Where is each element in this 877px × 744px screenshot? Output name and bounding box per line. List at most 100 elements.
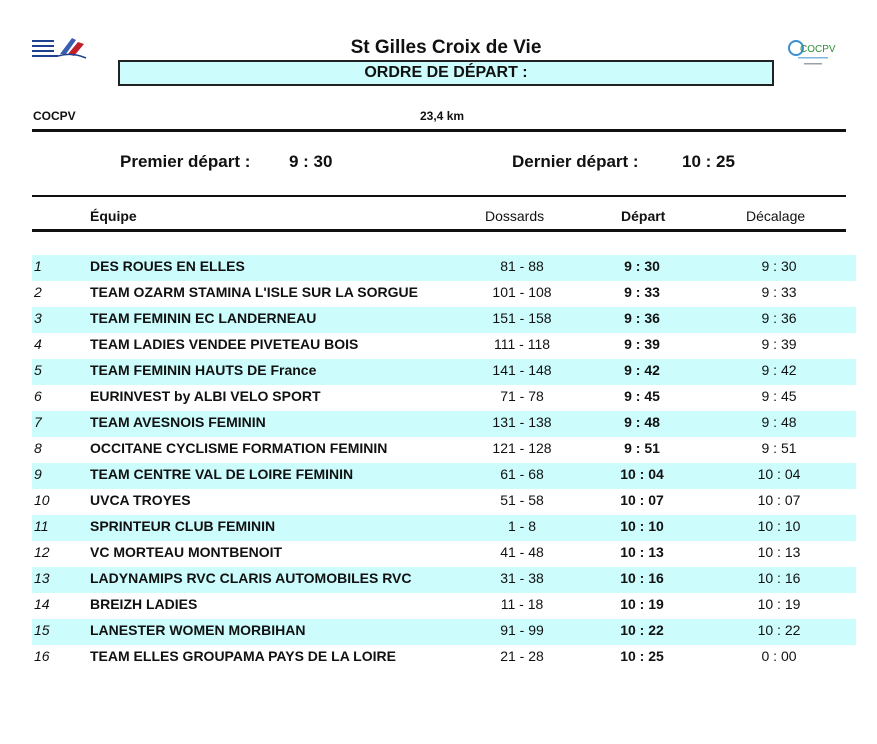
- row-number: 11: [34, 518, 49, 534]
- start-time: 10 : 13: [620, 544, 664, 560]
- row-number: 7: [34, 414, 42, 430]
- row-number: 14: [34, 596, 50, 612]
- time-offset: 9 : 39: [761, 336, 797, 352]
- start-time: 10 : 22: [620, 622, 664, 638]
- team-name: TEAM CENTRE VAL DE LOIRE FEMININ: [90, 466, 354, 482]
- row-number: 13: [34, 570, 50, 586]
- row-number: 9: [34, 466, 42, 482]
- time-offset: 10 : 10: [757, 518, 801, 534]
- start-time: 9 : 48: [624, 414, 660, 430]
- bib-range: 71 - 78: [500, 388, 544, 404]
- bib-range: 151 - 158: [492, 310, 552, 326]
- team-name: EURINVEST by ALBI VELO SPORT: [90, 388, 321, 404]
- start-time: 10 : 04: [620, 466, 664, 482]
- team-name: UVCA TROYES: [90, 492, 191, 508]
- time-offset: 9 : 45: [761, 388, 797, 404]
- bib-range: 21 - 28: [500, 648, 544, 664]
- last-start-label: Dernier départ :: [512, 152, 639, 171]
- table-row: 16 TEAM ELLES GROUPAMA PAYS DE LA LOIRE 21…: [32, 645, 856, 671]
- row-number: 3: [34, 310, 42, 326]
- table-row: 10 UVCA TROYES 51 - 58 10 : 07 10 : 07: [32, 489, 856, 515]
- distance: 23,4 km: [420, 109, 465, 123]
- bib-range: 1 - 8: [507, 518, 536, 534]
- team-name: LANESTER WOMEN MORBIHAN: [90, 622, 306, 638]
- start-time: 10 : 25: [620, 648, 664, 664]
- time-offset: 0 : 00: [761, 648, 797, 664]
- column-header-bibs: Dossards: [485, 208, 545, 224]
- organizer: COCPV: [33, 109, 76, 123]
- time-offset: 10 : 19: [757, 596, 801, 612]
- row-number: 6: [34, 388, 42, 404]
- column-header-start: Départ: [621, 208, 666, 224]
- start-time: 10 : 19: [620, 596, 664, 612]
- row-number: 16: [34, 648, 50, 664]
- team-name: VC MORTEAU MONTBENOIT: [90, 544, 283, 560]
- start-order-heading: ORDRE DE DÉPART :: [118, 60, 774, 86]
- divider: [32, 129, 846, 132]
- team-name: TEAM AVESNOIS FEMININ: [90, 414, 266, 430]
- bib-range: 51 - 58: [500, 492, 544, 508]
- page-title: St Gilles Croix de Vie: [350, 37, 542, 58]
- time-offset: 10 : 07: [757, 492, 801, 508]
- bib-range: 111 - 118: [493, 336, 551, 352]
- bib-range: 81 - 88: [500, 258, 544, 274]
- time-offset: 10 : 22: [757, 622, 801, 638]
- team-name: DES ROUES EN ELLES: [90, 258, 245, 274]
- start-time: 9 : 33: [624, 284, 660, 300]
- federation-logo: [30, 34, 88, 60]
- team-name: TEAM FEMININ EC LANDERNEAU: [90, 310, 317, 326]
- team-name: TEAM OZARM STAMINA L'ISLE SUR LA SORGUE: [90, 284, 418, 300]
- bib-range: 91 - 99: [500, 622, 544, 638]
- start-time: 9 : 39: [624, 336, 660, 352]
- table-row: 8 OCCITANE CYCLISME FORMATION FEMININ 121 …: [32, 437, 856, 463]
- first-start-time: 9 : 30: [289, 152, 333, 171]
- bib-range: 31 - 38: [500, 570, 544, 586]
- row-number: 12: [34, 544, 50, 560]
- time-offset: 9 : 33: [761, 284, 797, 300]
- bib-range: 61 - 68: [500, 466, 544, 482]
- divider: [32, 229, 846, 232]
- time-offset: 10 : 04: [757, 466, 801, 482]
- start-time: 9 : 45: [624, 388, 660, 404]
- table-row: 4 TEAM LADIES VENDEE PIVETEAU BOIS 111 - 1…: [32, 333, 856, 359]
- row-number: 2: [34, 284, 42, 300]
- table-row: 5 TEAM FEMININ HAUTS DE France 141 - 148 9 …: [32, 359, 856, 385]
- row-number: 5: [34, 362, 42, 378]
- team-name: TEAM FEMININ HAUTS DE France: [90, 362, 317, 378]
- table-row: 7 TEAM AVESNOIS FEMININ 131 - 138 9 : 48 9 :…: [32, 411, 856, 437]
- time-offset: 9 : 42: [761, 362, 797, 378]
- table-row: 13 LADYNAMIPS RVC CLARIS AUTOMOBILES RVC 3…: [32, 567, 856, 593]
- table-row: 14 BREIZH LADIES 11 - 18 10 : 19 10 : 19: [32, 593, 856, 619]
- table-row: 2 TEAM OZARM STAMINA L'ISLE SUR LA SORGUE…: [32, 281, 856, 307]
- column-header-gap: Décalage: [746, 208, 806, 224]
- table-row: 11 SPRINTEUR CLUB FEMININ 1 - 8 10 : 10 10 :…: [32, 515, 856, 541]
- start-time: 9 : 42: [624, 362, 660, 378]
- team-name: OCCITANE CYCLISME FORMATION FEMININ: [90, 440, 388, 456]
- start-time: 10 : 07: [620, 492, 664, 508]
- team-name: SPRINTEUR CLUB FEMININ: [90, 518, 276, 534]
- bib-range: 141 - 148: [492, 362, 552, 378]
- time-offset: 9 : 36: [761, 310, 797, 326]
- start-time: 9 : 30: [624, 258, 660, 274]
- divider: [32, 195, 846, 197]
- start-time: 9 : 51: [624, 440, 660, 456]
- table-row: 6 EURINVEST by ALBI VELO SPORT 71 - 78 9 : …: [32, 385, 856, 411]
- first-start-label: Premier départ :: [120, 152, 251, 171]
- time-offset: 9 : 48: [761, 414, 797, 430]
- bib-range: 101 - 108: [492, 284, 552, 300]
- table-row: 1 DES ROUES EN ELLES 81 - 88 9 : 30 9 : 30: [32, 255, 856, 281]
- time-offset: 9 : 30: [761, 258, 797, 274]
- team-name: LADYNAMIPS RVC CLARIS AUTOMOBILES RVC: [90, 570, 412, 586]
- table-row: 9 TEAM CENTRE VAL DE LOIRE FEMININ 61 - 68…: [32, 463, 856, 489]
- row-number: 8: [34, 440, 42, 456]
- time-offset: 10 : 13: [757, 544, 801, 560]
- row-number: 15: [34, 622, 50, 638]
- start-time: 10 : 10: [620, 518, 664, 534]
- row-number: 10: [34, 492, 50, 508]
- column-header-team: Équipe: [90, 208, 137, 224]
- row-number: 4: [34, 336, 42, 352]
- team-name: TEAM ELLES GROUPAMA PAYS DE LA LOIRE: [90, 648, 396, 664]
- last-start-time: 10 : 25: [682, 152, 735, 171]
- bib-range: 41 - 48: [500, 544, 544, 560]
- table-row: 12 VC MORTEAU MONTBENOIT 41 - 48 10 : 13 10 …: [32, 541, 856, 567]
